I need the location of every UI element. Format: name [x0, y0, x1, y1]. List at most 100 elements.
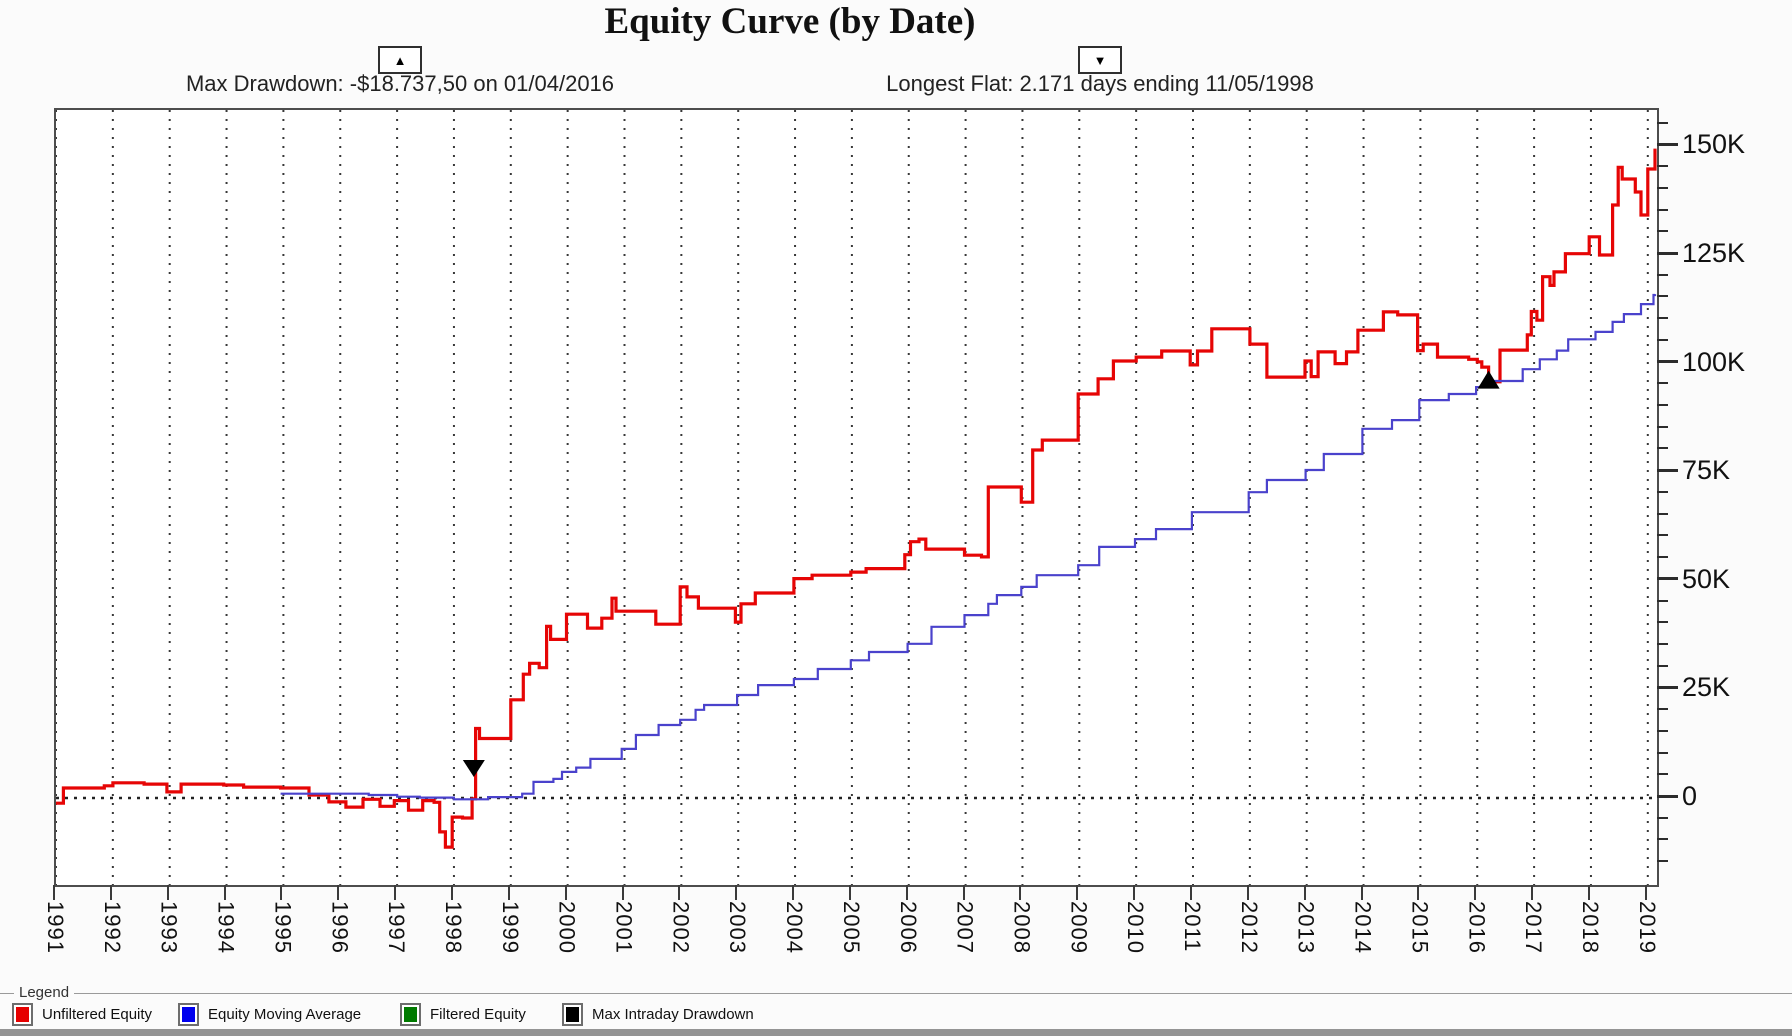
x-tick-label: 2015	[1407, 901, 1433, 954]
y-tick-minor	[1657, 447, 1668, 450]
y-tick-major	[1657, 468, 1678, 472]
y-tick-major	[1657, 577, 1678, 581]
max-drawdown-annotation: Max Drawdown: -$18.737,50 on 01/04/2016	[185, 71, 615, 96]
y-tick-minor	[1657, 121, 1668, 124]
y-tick-label: 0	[1682, 781, 1698, 811]
chart-canvas	[55, 110, 1657, 885]
x-tick-label: 1994	[213, 901, 239, 954]
x-tick-label: 2012	[1236, 901, 1262, 954]
y-tick-minor	[1657, 512, 1668, 515]
x-tick	[507, 885, 510, 900]
y-tick-minor	[1657, 708, 1668, 711]
y-tick-minor	[1657, 556, 1668, 559]
y-tick-minor	[1657, 729, 1668, 732]
y-tick-minor	[1657, 186, 1668, 189]
y-tick-minor	[1657, 860, 1668, 863]
y-tick-minor	[1657, 534, 1668, 537]
legend-item-label: Equity Moving Average	[208, 1006, 362, 1023]
x-tick-label: 2009	[1066, 901, 1092, 954]
x-tick-label: 2006	[895, 901, 921, 954]
legend-swatch-icon	[12, 1003, 33, 1026]
y-tick-minor	[1657, 338, 1668, 341]
max-drawdown-marker-button[interactable]: ▲	[378, 46, 422, 74]
x-tick	[1644, 885, 1647, 900]
x-tick	[394, 885, 397, 900]
y-tick-minor	[1657, 838, 1668, 841]
y-tick-minor	[1657, 425, 1668, 428]
y-tick-minor	[1657, 317, 1668, 320]
x-tick	[678, 885, 681, 900]
y-tick-minor	[1657, 642, 1668, 645]
triangle-down-chart-marker[interactable]	[462, 760, 485, 778]
legend-item-unfiltered-equity[interactable]: Unfiltered Equity	[12, 1003, 152, 1026]
y-tick-label: 125K	[1682, 238, 1746, 268]
legend-item-equity-moving-average[interactable]: Equity Moving Average	[178, 1003, 361, 1026]
y-tick-label: 25K	[1682, 672, 1731, 703]
y-tick-minor	[1657, 273, 1668, 276]
legend-item-label: Max Intraday Drawdown	[592, 1006, 754, 1023]
x-tick	[1474, 885, 1477, 900]
series-unfiltered-equity	[56, 148, 1657, 849]
x-tick-label: 1995	[270, 901, 296, 954]
legend-swatch-icon	[178, 1003, 199, 1026]
y-tick-minor	[1657, 599, 1668, 602]
y-tick-minor	[1657, 621, 1668, 624]
x-tick	[621, 885, 624, 900]
plot-area[interactable]	[54, 108, 1659, 887]
legend-swatch-icon	[400, 1003, 421, 1026]
y-tick-minor	[1657, 664, 1668, 667]
x-tick	[905, 885, 908, 900]
x-tick-label: 1997	[384, 901, 410, 954]
x-tick-label: 1999	[497, 901, 523, 954]
triangle-up-chart-marker[interactable]	[1477, 370, 1500, 389]
chart-title: Equity Curve (by Date)	[604, 1, 976, 42]
x-tick-label: 2000	[554, 901, 580, 954]
x-tick-label: 2016	[1464, 901, 1490, 954]
x-tick-label: 1991	[43, 901, 68, 954]
y-tick-minor	[1657, 816, 1668, 819]
x-tick	[166, 885, 169, 900]
y-tick-minor	[1657, 404, 1668, 407]
x-tick-label: 2018	[1577, 901, 1603, 954]
x-tick-label: 2014	[1350, 901, 1376, 954]
x-tick	[1190, 885, 1192, 900]
y-tick-label: 75K	[1682, 455, 1731, 486]
y-tick-major	[1657, 360, 1678, 364]
x-tick-label: 2019	[1634, 901, 1660, 954]
legend-group: Legend Unfiltered Equity Equity Moving Av…	[0, 984, 1792, 1031]
x-tick-label: 2017	[1521, 901, 1547, 954]
x-tick-label: 2010	[1123, 901, 1149, 954]
legend-item-filtered-equity[interactable]: Filtered Equity	[400, 1003, 526, 1026]
legend-swatch-color	[182, 1007, 195, 1022]
y-tick-major	[1657, 251, 1678, 255]
bottom-divider-bar	[0, 1029, 1792, 1036]
x-tick	[450, 885, 453, 900]
x-tick	[109, 885, 112, 900]
y-tick-label: 100K	[1682, 346, 1746, 377]
y-tick-minor	[1657, 490, 1668, 493]
x-tick	[280, 885, 283, 900]
x-tick-label: 2004	[782, 901, 808, 954]
legend-item-max-intraday-drawdown[interactable]: Max Intraday Drawdown	[562, 1003, 754, 1026]
x-tick-label: 1998	[440, 901, 466, 954]
x-tick-label: 2007	[952, 901, 978, 954]
y-tick-minor	[1657, 751, 1668, 754]
y-tick-major	[1657, 142, 1678, 146]
x-tick-label: 2008	[1009, 901, 1035, 954]
y-tick-minor	[1657, 295, 1668, 298]
x-tick-label: 2003	[725, 901, 751, 954]
x-tick-label: 1992	[99, 901, 125, 954]
x-tick	[1303, 885, 1306, 900]
x-tick-label: 2011	[1180, 901, 1205, 953]
x-tick	[1531, 885, 1534, 900]
x-tick-label: 2001	[611, 901, 637, 954]
x-tick	[1587, 885, 1590, 900]
longest-flat-marker-button[interactable]: ▼	[1078, 46, 1122, 74]
x-tick	[1417, 885, 1420, 900]
legend-item-label: Unfiltered Equity	[42, 1006, 153, 1023]
legend-caption: Legend	[14, 984, 75, 1001]
triangle-up-icon: ▲	[393, 52, 407, 68]
y-tick-minor	[1657, 165, 1668, 168]
x-tick	[1133, 885, 1136, 900]
